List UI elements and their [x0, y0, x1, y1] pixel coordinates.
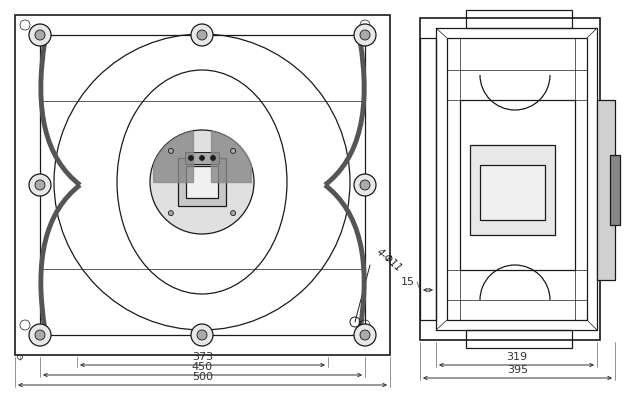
Circle shape: [354, 24, 376, 46]
Text: 373: 373: [192, 352, 213, 362]
Circle shape: [360, 330, 370, 340]
Bar: [447, 38, 587, 320]
Circle shape: [211, 156, 216, 160]
Bar: [40, 35, 365, 335]
Bar: [466, 330, 572, 348]
Bar: [178, 158, 226, 206]
Bar: [610, 155, 620, 225]
Circle shape: [360, 30, 370, 40]
Text: 395: 395: [507, 365, 528, 375]
Circle shape: [231, 211, 236, 216]
Text: 15: 15: [401, 277, 415, 287]
Bar: [420, 18, 600, 340]
Circle shape: [168, 149, 173, 153]
Text: 4-Φ11: 4-Φ11: [375, 246, 404, 274]
Circle shape: [29, 174, 51, 196]
Bar: [480, 165, 545, 220]
Bar: [466, 10, 572, 28]
Circle shape: [231, 149, 236, 153]
Circle shape: [35, 30, 45, 40]
Bar: [597, 100, 615, 280]
Circle shape: [35, 180, 45, 190]
Bar: [460, 100, 575, 270]
Circle shape: [197, 330, 207, 340]
Text: 450: 450: [192, 362, 213, 372]
Bar: [185, 152, 219, 164]
Circle shape: [360, 180, 370, 190]
Circle shape: [197, 30, 207, 40]
Circle shape: [150, 130, 254, 234]
Bar: [186, 166, 218, 198]
Bar: [15, 15, 390, 355]
Circle shape: [191, 24, 213, 46]
Circle shape: [29, 324, 51, 346]
Text: 319: 319: [506, 352, 527, 362]
Circle shape: [199, 156, 204, 160]
Circle shape: [191, 324, 213, 346]
Circle shape: [354, 174, 376, 196]
Circle shape: [189, 156, 194, 160]
Circle shape: [168, 211, 173, 216]
Bar: [470, 145, 555, 235]
Bar: [436, 28, 597, 330]
Circle shape: [29, 24, 51, 46]
Bar: [420, 38, 436, 320]
Text: 500: 500: [192, 372, 213, 382]
Circle shape: [354, 324, 376, 346]
Circle shape: [35, 330, 45, 340]
